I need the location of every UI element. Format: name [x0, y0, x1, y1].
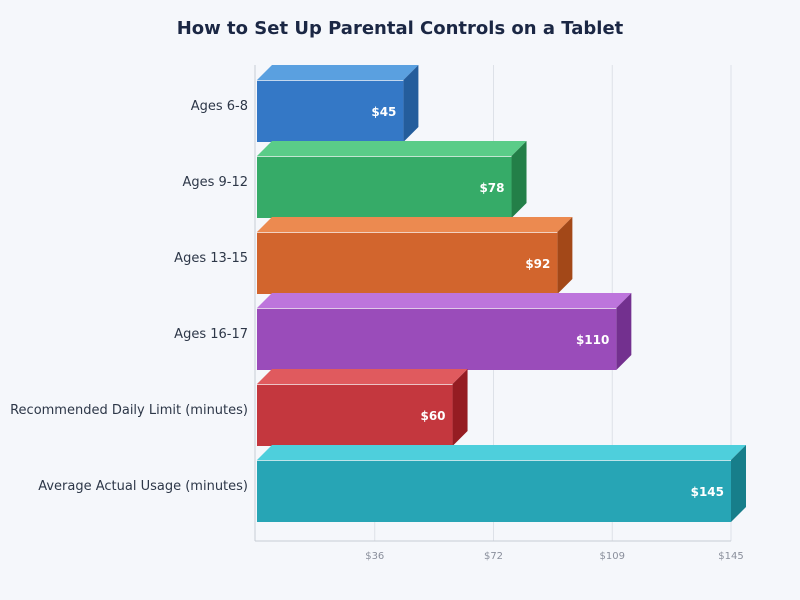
bar-top-face	[257, 217, 573, 232]
x-tick-labels: $36 $72 $109 $145	[365, 551, 744, 562]
bar-side-face	[731, 445, 746, 522]
category-label: Ages 6-8	[191, 99, 248, 114]
x-tick-label: $36	[365, 551, 384, 562]
bar-side-face	[511, 141, 527, 218]
bars: $45 $78 $92 $110 $60 $145	[257, 65, 746, 522]
x-tick-label: $72	[484, 551, 503, 562]
data-label: $78	[479, 181, 504, 195]
data-label: $92	[525, 257, 550, 271]
chart-title: How to Set Up Parental Controls on a Tab…	[177, 18, 624, 39]
data-label: $45	[371, 105, 396, 119]
bar-top-face	[257, 293, 632, 308]
x-tick-label: $109	[600, 551, 625, 562]
bar-front-face	[257, 460, 731, 522]
bar: $145	[257, 445, 746, 522]
bar-front-face	[257, 308, 617, 370]
data-label: $60	[420, 409, 445, 423]
bar: $45	[257, 65, 419, 142]
bar-front-face	[257, 80, 404, 142]
bar-top-face	[257, 141, 527, 156]
bar-top-face	[257, 65, 419, 80]
bar-front-face	[257, 384, 453, 446]
bar-top-face	[257, 369, 468, 384]
category-label: Recommended Daily Limit (minutes)	[10, 403, 248, 418]
data-label: $145	[691, 485, 724, 499]
bar-top-face	[257, 445, 746, 460]
bar-front-face	[257, 156, 512, 218]
category-label: Ages 16-17	[174, 327, 248, 342]
bar: $92	[257, 217, 573, 294]
x-tick-label: $145	[718, 551, 743, 562]
bar: $78	[257, 141, 527, 218]
bar-side-face	[557, 217, 573, 294]
data-label: $110	[576, 333, 609, 347]
bar-front-face	[257, 232, 558, 294]
category-label: Ages 9-12	[182, 175, 248, 190]
bar: $60	[257, 369, 468, 446]
category-label: Average Actual Usage (minutes)	[38, 479, 248, 494]
bar-side-face	[452, 369, 468, 446]
bar: $110	[257, 293, 632, 370]
category-labels: Ages 6-8 Ages 9-12 Ages 13-15 Ages 16-17 Rec…	[10, 99, 248, 494]
category-label: Ages 13-15	[174, 251, 248, 266]
bar-side-face	[616, 293, 632, 370]
bar-side-face	[403, 65, 419, 142]
